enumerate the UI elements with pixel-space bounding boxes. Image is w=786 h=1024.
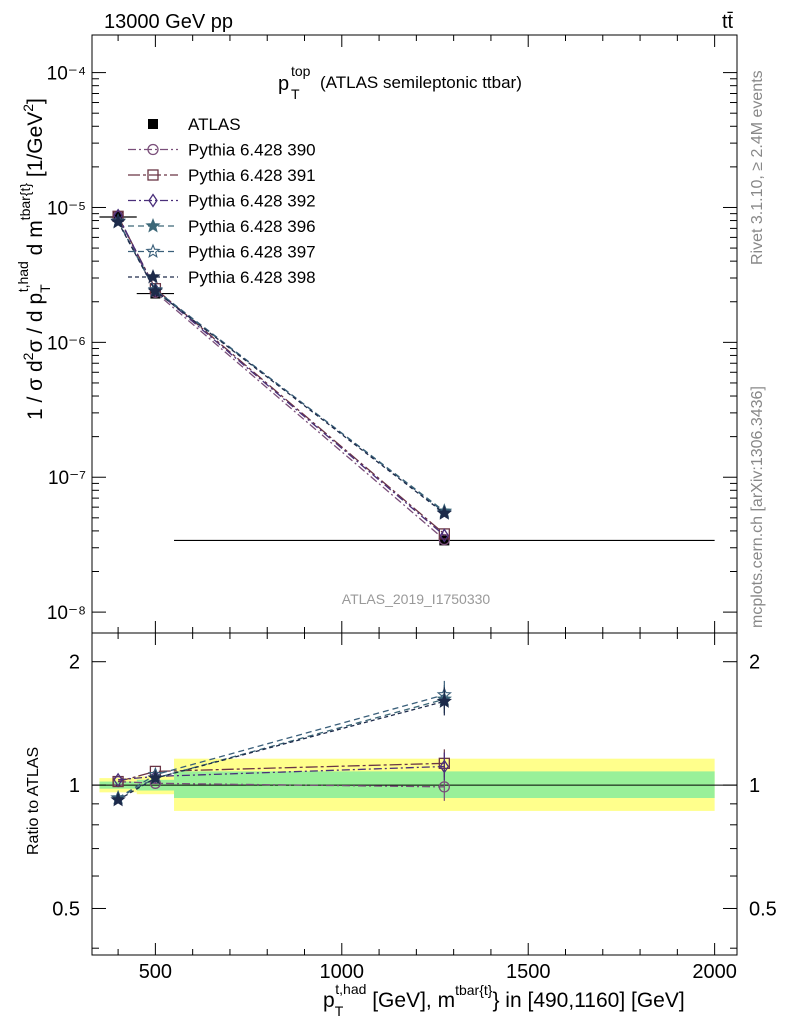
x-tick-label-1000: 1000 bbox=[320, 961, 365, 983]
rivet-label: Rivet 3.1.10, ≥ 2.4M events bbox=[749, 70, 766, 265]
upper-y-tick-1e-6: 10⁻⁶ bbox=[47, 333, 86, 354]
svg-text:(ATLAS semileptonic ttbar): (ATLAS semileptonic ttbar) bbox=[320, 73, 522, 92]
series-line-6 bbox=[117, 221, 445, 514]
legend-label-1: Pythia 6.428 390 bbox=[188, 141, 316, 160]
series-layer bbox=[99, 208, 715, 546]
ratio-point-5-0 bbox=[110, 791, 126, 807]
ratio-series-layer bbox=[110, 680, 452, 807]
legend-item-4: Pythia 6.428 396 bbox=[128, 217, 316, 236]
legend-marker-2 bbox=[147, 169, 159, 181]
legend-item-1: Pythia 6.428 390 bbox=[128, 141, 316, 160]
x-tick-label-1500: 1500 bbox=[506, 961, 551, 983]
ratio-y-tick-right-1: 1 bbox=[749, 775, 760, 797]
legend-label-4: Pythia 6.428 396 bbox=[188, 217, 316, 236]
series-0 bbox=[99, 211, 715, 546]
legend-marker-5 bbox=[145, 243, 161, 258]
plot-title: p top T (ATLAS semileptonic ttbar) bbox=[278, 63, 522, 102]
ratio-point-0-2 bbox=[438, 781, 450, 793]
mcplots-label: mcplots.cern.ch [arXiv:1306.3436] bbox=[749, 386, 766, 628]
legend-item-5: Pythia 6.428 397 bbox=[128, 243, 316, 262]
upper-y-tick-1e-8: 10⁻⁸ bbox=[47, 603, 86, 624]
ratio-point-2-1 bbox=[150, 769, 161, 784]
upper-y-tick-1e-4: 10⁻⁴ bbox=[47, 64, 86, 85]
svg-text:1 / σ d2σ / d pTt,had d mtbar{: 1 / σ d2σ / d pTt,had d mtbar{t} [1/GeV2… bbox=[15, 98, 53, 420]
ratio-y-tick-right-0.5: 0.5 bbox=[749, 898, 777, 920]
ratio-y-axis-label: Ratio to ATLAS bbox=[25, 747, 42, 855]
legend-item-0: ATLAS bbox=[148, 115, 241, 134]
upper-y-tick-1e-5: 10⁻⁵ bbox=[47, 198, 86, 219]
svg-text:top: top bbox=[291, 63, 311, 79]
ratio-series-5 bbox=[110, 687, 452, 807]
legend-marker-1 bbox=[147, 143, 159, 156]
x-axis-label: pTt,had [GeV], mtbar{t}} in [490,1160] [… bbox=[323, 981, 685, 1019]
legend-label-3: Pythia 6.428 392 bbox=[188, 192, 316, 211]
svg-text:pTt,had [GeV], mtbar{t}} in [4: pTt,had [GeV], mtbar{t}} in [490,1160] [… bbox=[323, 981, 685, 1019]
point-3-2 bbox=[439, 528, 450, 543]
legend-label-5: Pythia 6.428 397 bbox=[188, 243, 316, 262]
collider-label: 13000 GeV pp bbox=[104, 11, 233, 33]
point-1-2 bbox=[438, 533, 450, 546]
series-line-4 bbox=[117, 220, 445, 512]
legend-marker-4 bbox=[145, 217, 161, 233]
ratio-y-tick-0.5: 0.5 bbox=[52, 898, 80, 920]
ratio-point-5-2 bbox=[436, 693, 452, 708]
process-label: tt̄ bbox=[722, 11, 734, 33]
ratio-y-tick-2: 2 bbox=[69, 652, 80, 674]
ratio-panel-frame bbox=[91, 632, 738, 956]
point-6-2 bbox=[436, 505, 452, 520]
legend-item-6: Pythia 6.428 398 bbox=[128, 268, 316, 287]
x-tick-label-2000: 2000 bbox=[692, 961, 737, 983]
series-line-1 bbox=[117, 216, 445, 541]
ratio-point-5-1 bbox=[147, 770, 164, 785]
legend-label-6: Pythia 6.428 398 bbox=[188, 268, 316, 287]
svg-text:T: T bbox=[291, 86, 300, 102]
ratio-y-tick-right-2: 2 bbox=[749, 652, 760, 674]
ratio-point-2-0 bbox=[113, 772, 123, 788]
series-line-3 bbox=[117, 215, 445, 536]
ratio-y-tick-1: 1 bbox=[69, 775, 80, 797]
ratio-point-2-2 bbox=[439, 759, 450, 774]
legend-marker-0 bbox=[148, 119, 158, 129]
legend-label-2: Pythia 6.428 391 bbox=[188, 166, 316, 185]
analysis-watermark: ATLAS_2019_I1750330 bbox=[342, 591, 491, 607]
svg-text:p: p bbox=[278, 73, 289, 95]
point-6-0 bbox=[110, 214, 126, 229]
series-line-2 bbox=[117, 216, 445, 535]
upper-y-axis-label: 1 / σ d2σ / d pTt,had d mtbar{t} [1/GeV2… bbox=[15, 98, 53, 420]
series-6 bbox=[110, 214, 452, 520]
legend-marker-3 bbox=[148, 193, 158, 208]
x-tick-label-500: 500 bbox=[139, 961, 172, 983]
series-line-5 bbox=[117, 220, 445, 513]
legend-item-3: Pythia 6.428 392 bbox=[128, 192, 316, 211]
legend: ATLAS Pythia 6.428 390 Pythia 6.428 391 Pyt… bbox=[128, 115, 316, 287]
legend-item-2: Pythia 6.428 391 bbox=[128, 166, 316, 185]
legend-label-0: ATLAS bbox=[188, 115, 241, 134]
axis-ticks bbox=[92, 35, 737, 955]
legend-marker-6 bbox=[145, 268, 161, 284]
upper-y-tick-1e-7: 10⁻⁷ bbox=[48, 468, 86, 489]
point-6-1 bbox=[147, 283, 164, 298]
